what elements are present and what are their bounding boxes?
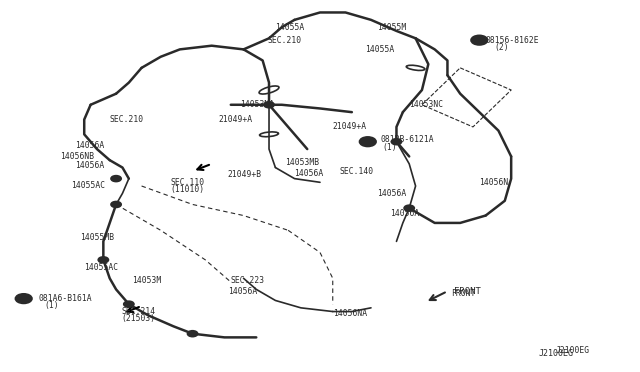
Text: B: B [365, 139, 371, 145]
Text: (11010): (11010) [170, 185, 204, 194]
Text: 21049+B: 21049+B [228, 170, 262, 179]
Text: 14055AC: 14055AC [72, 182, 106, 190]
Circle shape [124, 301, 134, 307]
Circle shape [15, 294, 32, 304]
Text: 21049+A: 21049+A [218, 115, 252, 124]
Text: (1): (1) [45, 301, 60, 311]
Text: (1): (1) [383, 143, 397, 152]
Text: 14056A: 14056A [294, 169, 324, 177]
Text: 14055M: 14055M [378, 23, 406, 32]
Text: B: B [21, 296, 26, 302]
Circle shape [99, 257, 108, 263]
Text: J2100EG: J2100EG [556, 346, 590, 355]
Text: 081BB-6121A: 081BB-6121A [381, 135, 434, 144]
Text: SEC.110: SEC.110 [170, 178, 204, 187]
Text: 21049+A: 21049+A [333, 122, 367, 131]
Circle shape [471, 35, 488, 45]
Text: FRONT: FRONT [451, 289, 475, 298]
Text: 14053M: 14053M [132, 276, 161, 285]
Text: 14056A: 14056A [75, 141, 104, 150]
Text: 08156-8162E: 08156-8162E [486, 36, 540, 45]
Text: 14056NB: 14056NB [60, 152, 94, 161]
Text: SEC.210: SEC.210 [109, 115, 144, 124]
Text: 14055A: 14055A [275, 23, 305, 32]
Text: 14055AC: 14055AC [84, 263, 118, 272]
Text: 081A6-B161A: 081A6-B161A [38, 294, 92, 303]
Text: J2100EG: J2100EG [538, 350, 573, 359]
Text: 14053NC: 14053NC [409, 100, 444, 109]
Text: SEC.214: SEC.214 [121, 307, 156, 316]
Text: SEC.223: SEC.223 [231, 276, 265, 285]
Text: 14056NA: 14056NA [333, 309, 367, 318]
Text: 14053MA: 14053MA [241, 100, 275, 109]
Circle shape [111, 176, 121, 182]
Circle shape [264, 102, 274, 108]
Text: FRONT: FRONT [454, 287, 481, 296]
Text: 14056A: 14056A [75, 161, 104, 170]
Circle shape [360, 137, 376, 147]
Text: SEC.210: SEC.210 [268, 36, 302, 45]
Text: 14056A: 14056A [390, 209, 419, 218]
Circle shape [188, 331, 198, 337]
Circle shape [404, 205, 414, 211]
Text: B: B [477, 37, 482, 43]
Circle shape [392, 139, 401, 145]
Text: 14056A: 14056A [228, 287, 257, 296]
Text: 14056N: 14056N [479, 178, 509, 187]
Text: (2): (2) [494, 43, 509, 52]
Text: 14056A: 14056A [378, 189, 406, 198]
Text: 14053MB: 14053MB [285, 157, 319, 167]
Text: 14055A: 14055A [365, 45, 394, 54]
Text: (21503): (21503) [121, 314, 156, 323]
Circle shape [111, 202, 121, 208]
Text: 14055MB: 14055MB [80, 233, 114, 242]
Text: SEC.140: SEC.140 [339, 167, 373, 176]
